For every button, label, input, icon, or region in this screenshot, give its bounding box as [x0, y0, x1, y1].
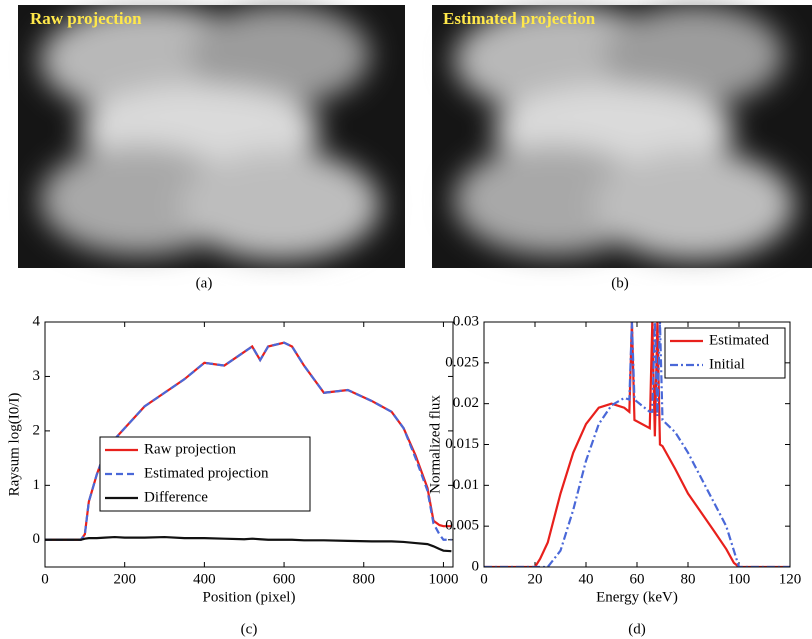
y-tick-label: 0.015	[445, 436, 479, 452]
x-tick-label: 60	[630, 571, 645, 587]
x-tick-label: 20	[528, 571, 543, 587]
x-tick-label: 400	[193, 571, 216, 587]
caption: (c)	[241, 621, 258, 637]
caption: (d)	[628, 621, 646, 637]
y-tick-label: 0.005	[445, 518, 479, 534]
legend-label: Estimated projection	[144, 465, 269, 481]
x-tick-label: 0	[480, 571, 488, 587]
sinogram-b	[432, 5, 812, 268]
legend-label: Difference	[144, 489, 208, 505]
caption: (a)	[196, 275, 213, 291]
y-tick-label: 1	[33, 477, 41, 493]
x-tick-label: 80	[681, 571, 696, 587]
y-tick-label: 0.03	[453, 313, 479, 329]
y-tick-label: 0	[33, 531, 41, 547]
x-axis-label: Energy (keV)	[596, 589, 678, 605]
legend-label: Raw projection	[144, 441, 237, 457]
sinogram-a	[18, 5, 405, 268]
x-tick-label: 600	[273, 571, 296, 587]
legend-box	[664, 327, 786, 379]
series-line	[45, 535, 452, 553]
y-tick-label: 3	[33, 368, 41, 384]
plot-frame	[483, 321, 791, 568]
y-axis-label: Normalized flux	[427, 395, 443, 494]
series-line	[484, 322, 790, 567]
y-tick-label: 2	[33, 422, 41, 438]
y-tick-label: 4	[33, 313, 41, 329]
plot-frame	[44, 321, 454, 568]
y-tick-label: 0.02	[453, 395, 479, 411]
y-tick-label: 0.01	[453, 477, 479, 493]
image-label: Estimated projection	[443, 9, 596, 28]
x-tick-label: 100	[728, 571, 751, 587]
image-label: Raw projection	[30, 9, 142, 28]
legend-label: Estimated	[709, 332, 769, 348]
y-tick-label: 0	[472, 558, 480, 574]
x-axis-label: Position (pixel)	[203, 589, 296, 605]
x-tick-label: 1000	[428, 571, 458, 587]
x-tick-label: 800	[353, 571, 376, 587]
y-tick-label: 0.025	[445, 354, 479, 370]
y-axis-label: Raysum log(I0/I)	[6, 393, 22, 497]
series-line	[484, 322, 790, 567]
x-tick-label: 120	[779, 571, 802, 587]
x-tick-label: 40	[579, 571, 594, 587]
x-tick-label: 200	[113, 571, 136, 587]
x-tick-label: 0	[41, 571, 49, 587]
caption: (b)	[611, 275, 629, 291]
legend-label: Initial	[709, 356, 745, 372]
